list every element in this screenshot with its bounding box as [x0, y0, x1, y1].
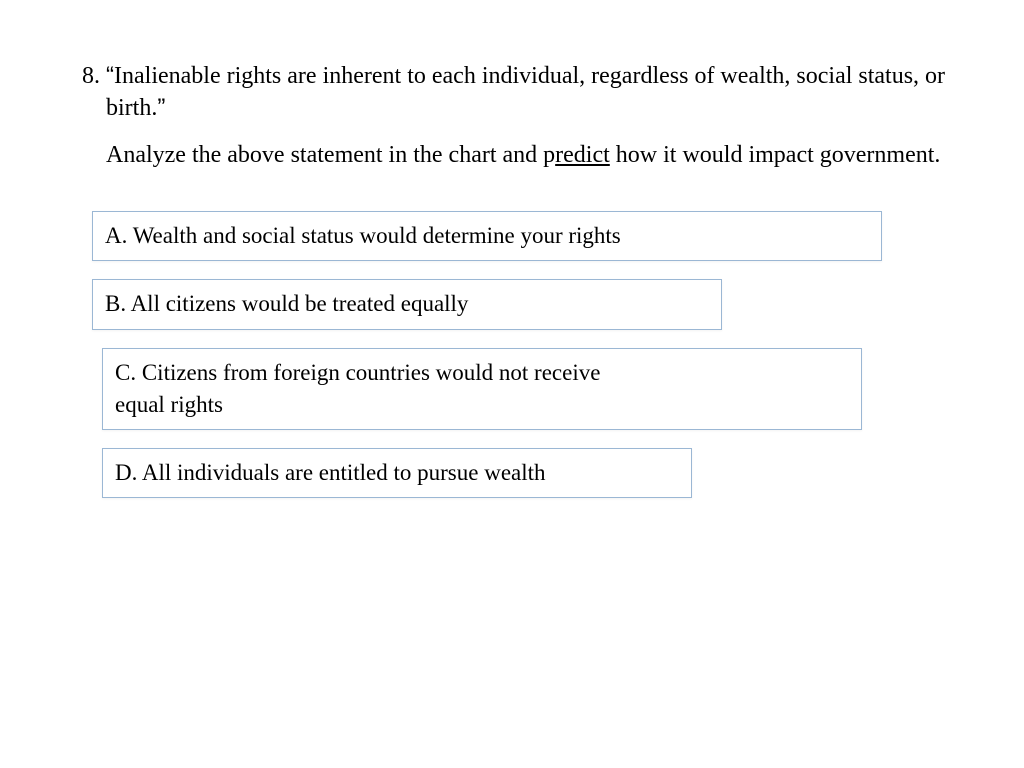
question-body: “Inalienable rights are inherent to each… — [106, 60, 954, 125]
question-row: 8. “Inalienable rights are inherent to e… — [70, 60, 954, 125]
question-instruction: Analyze the above statement in the chart… — [106, 139, 954, 171]
quote-open: “ — [106, 62, 114, 89]
instruction-underlined: redict — [555, 142, 610, 168]
question-number: 8. — [70, 60, 106, 92]
answer-options: A. Wealth and social status would determ… — [92, 211, 954, 498]
option-c[interactable]: C. Citizens from foreign countries would… — [102, 348, 862, 430]
option-b-text: B. All citizens would be treated equally — [105, 291, 468, 316]
option-b[interactable]: B. All citizens would be treated equally — [92, 279, 722, 329]
option-a-text: A. Wealth and social status would determ… — [105, 223, 621, 248]
option-d[interactable]: D. All individuals are entitled to pursu… — [102, 448, 692, 498]
option-c-line2: equal rights — [115, 392, 223, 417]
option-a[interactable]: A. Wealth and social status would determ… — [92, 211, 882, 261]
quote-text: Inalienable rights are inherent to each … — [106, 63, 945, 121]
option-c-line1: C. Citizens from foreign countries would… — [115, 360, 600, 385]
option-d-text: D. All individuals are entitled to pursu… — [115, 460, 546, 485]
worksheet-page: 8. “Inalienable rights are inherent to e… — [0, 0, 1024, 768]
quote-close: ” — [157, 94, 165, 121]
instruction-post: how it would impact government. — [610, 142, 941, 168]
instruction-pre: Analyze the above statement in the chart… — [106, 142, 555, 168]
